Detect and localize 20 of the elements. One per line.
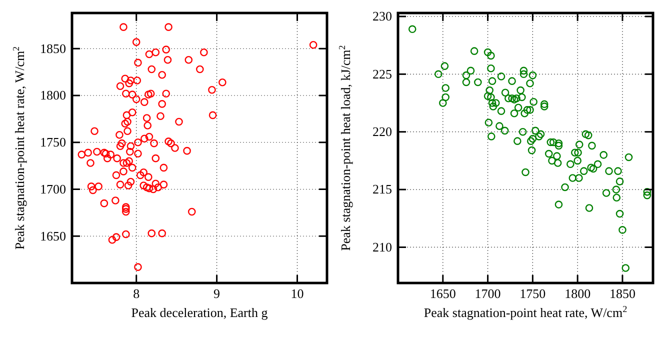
y-tick-label: 220 bbox=[372, 124, 392, 140]
x-axis-title: Peak deceleration, Earth g bbox=[131, 305, 268, 320]
x-tick-label: 1700 bbox=[474, 286, 501, 302]
x-tick-label: 1800 bbox=[564, 286, 591, 302]
y-tick-label: 230 bbox=[372, 8, 392, 24]
y-tick-label: 215 bbox=[372, 182, 392, 197]
y-tick-label: 225 bbox=[372, 66, 392, 82]
y-tick-label: 1800 bbox=[40, 88, 66, 103]
x-axis-title: Peak stagnation-point heat rate, W/cm$^{2}$ bbox=[424, 304, 628, 320]
x-tick-label: 8 bbox=[133, 286, 140, 302]
x-tick-label: 1850 bbox=[609, 286, 636, 302]
y-tick-label: 210 bbox=[372, 239, 392, 254]
x-tick-label: 1750 bbox=[520, 286, 546, 302]
y-tick-label: 1850 bbox=[40, 40, 66, 56]
x-tick-label: 1650 bbox=[430, 286, 456, 302]
y-tick-label: 1650 bbox=[40, 228, 66, 244]
x-tick-label: 10 bbox=[290, 286, 304, 302]
y-tick-label: 1700 bbox=[40, 181, 66, 196]
y-tick-label: 1750 bbox=[40, 134, 66, 150]
x-tick-label: 9 bbox=[214, 286, 220, 302]
